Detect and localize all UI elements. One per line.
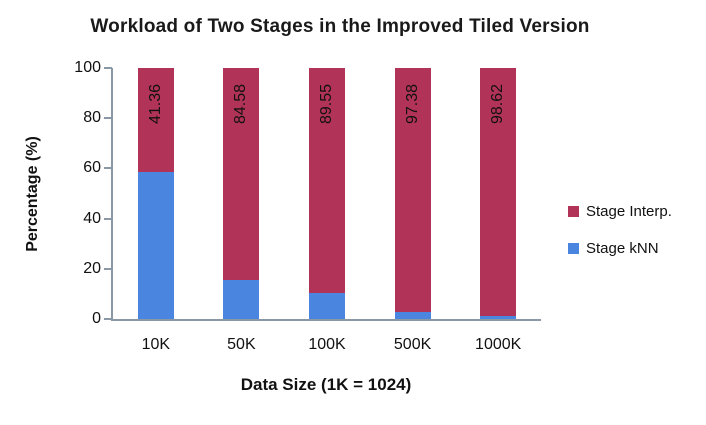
bar-group-500K: 97.38 [394, 68, 431, 319]
bar-segment-stage-interp [223, 68, 260, 281]
bar-value-label: 97.38 [403, 84, 421, 125]
y-tick-mark [104, 318, 112, 320]
y-tick-label: 100 [74, 59, 101, 76]
bar-segment-stage-knn [223, 280, 260, 319]
bar-group-1000K: 98.62 [480, 68, 517, 319]
bar-value-label: 98.62 [489, 84, 507, 125]
legend-label: Stage Interp. [586, 203, 672, 220]
bar-value-label: 41.36 [146, 84, 164, 125]
x-tick-label-500K: 500K [393, 336, 432, 353]
y-tick-mark [104, 167, 112, 170]
legend-swatch-icon [568, 243, 579, 254]
bar-group-100K: 89.55 [309, 68, 345, 319]
bar-segment-stage-interp [137, 68, 174, 172]
y-tick-label: 0 [92, 310, 101, 327]
legend: Stage Interp. Stage kNN [568, 201, 672, 275]
bar-segment-stage-interp [480, 68, 517, 316]
bar-segment-stage-knn [309, 292, 345, 319]
legend-label: Stage kNN [586, 240, 659, 257]
bar-group-10K: 41.36 [137, 68, 174, 319]
y-tick-mark [104, 267, 112, 270]
x-tick-label-100K: 100K [308, 336, 346, 353]
x-tick-label-10K: 10K [141, 336, 171, 353]
bar-segment-stage-knn [137, 171, 174, 319]
bar-value-label: 84.58 [232, 84, 250, 125]
bar-segment-stage-knn [394, 312, 431, 319]
chart-title: Workload of Two Stages in the Improved T… [90, 16, 590, 37]
x-tick-label-1000K: 1000K [475, 336, 522, 353]
legend-swatch-icon [568, 206, 579, 217]
y-tick-label: 20 [83, 259, 101, 277]
bar-segment-stage-interp [394, 68, 431, 313]
x-axis-tick-labels: 10K 50K 100K 500K 1000K [111, 335, 541, 355]
y-tick-mark [104, 217, 112, 220]
bar-segment-stage-interp [309, 68, 345, 293]
plot-area: 41.36 84.58 89.55 97.38 98.62 [104, 67, 541, 321]
bar-group-50K: 84.58 [223, 68, 260, 319]
bar-segment-stage-knn [480, 315, 517, 319]
legend-item-stage-knn: Stage kNN [568, 238, 672, 259]
bar-value-label: 89.55 [318, 84, 335, 125]
y-tick-label: 80 [83, 109, 101, 127]
legend-item-stage-interp: Stage Interp. [568, 201, 672, 222]
y-tick-mark [104, 117, 112, 120]
x-tick-label-50K: 50K [227, 336, 256, 353]
y-tick-label: 60 [83, 159, 101, 177]
x-axis-title: Data Size (1K = 1024) [240, 375, 412, 394]
y-tick-label: 40 [83, 209, 101, 227]
y-tick-mark [104, 67, 112, 69]
y-axis-tick-labels: 0 20 40 60 80 100 [0, 59, 101, 327]
